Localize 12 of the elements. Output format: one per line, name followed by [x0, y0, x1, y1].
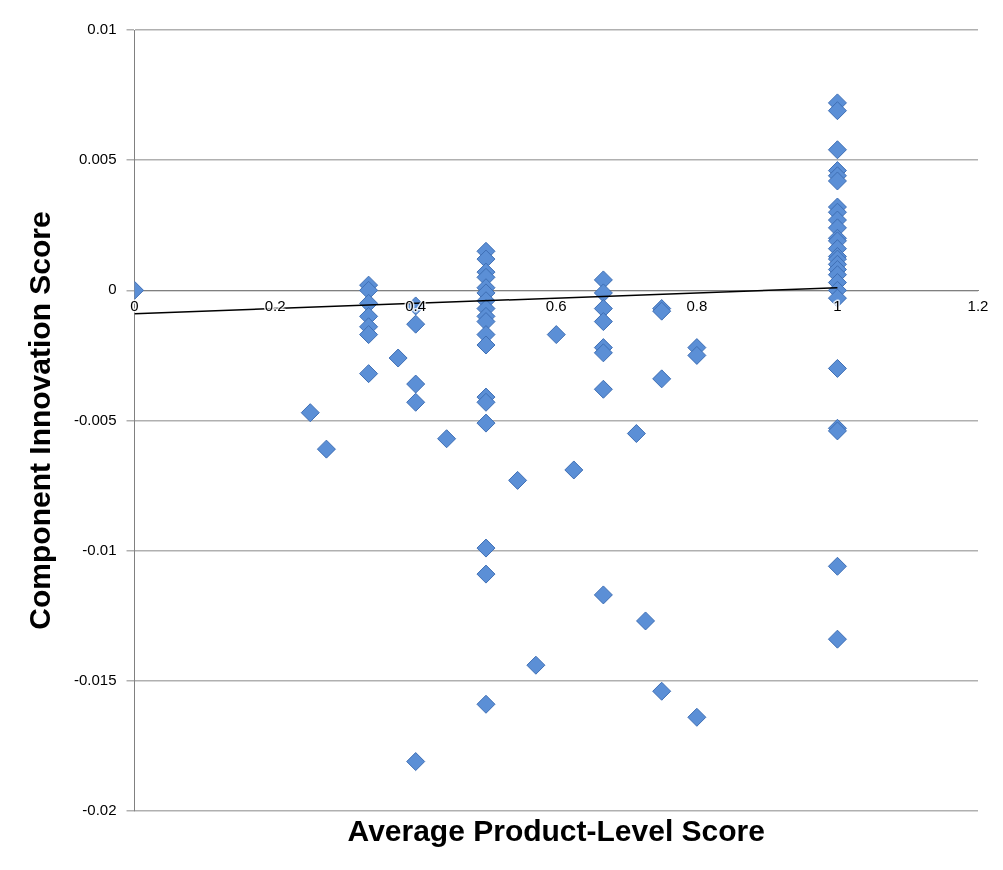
y-tick-label: -0.01 — [82, 540, 117, 558]
y-tick-label: 0.01 — [87, 20, 117, 38]
y-axis-title: Component Innovation Score — [23, 211, 57, 630]
x-tick-label: 0.8 — [686, 296, 708, 314]
y-tick-label: -0.005 — [73, 410, 117, 428]
x-tick-label: 0.6 — [545, 296, 567, 314]
y-tick-label: -0.015 — [73, 670, 117, 688]
y-tick-label: 0 — [108, 280, 117, 298]
x-axis-title: Average Product-Level Score — [347, 814, 765, 848]
y-tick-label: -0.02 — [82, 801, 117, 819]
y-tick-label: 0.005 — [78, 150, 117, 168]
x-tick-label: 1.2 — [967, 296, 989, 314]
